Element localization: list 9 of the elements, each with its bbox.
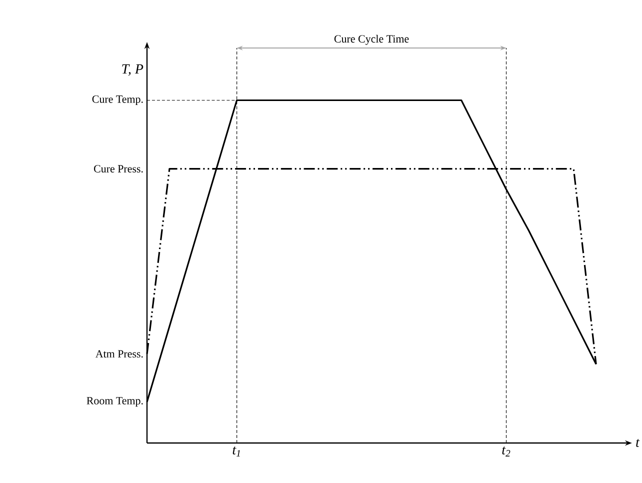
x-axis-title: t	[636, 439, 640, 447]
y-axis-title: T, P	[122, 64, 144, 76]
text: Cure Press.	[94, 165, 143, 173]
ref-line-label: Cure Temp.	[92, 95, 143, 106]
text: Cure Cycle Time	[334, 34, 409, 45]
text: Atm Press.	[95, 350, 143, 358]
x-tick-label: t$_{2}$	[502, 446, 510, 457]
text: Room Temp.	[86, 397, 143, 407]
x-tick-label: t$_{1}$	[232, 446, 240, 457]
